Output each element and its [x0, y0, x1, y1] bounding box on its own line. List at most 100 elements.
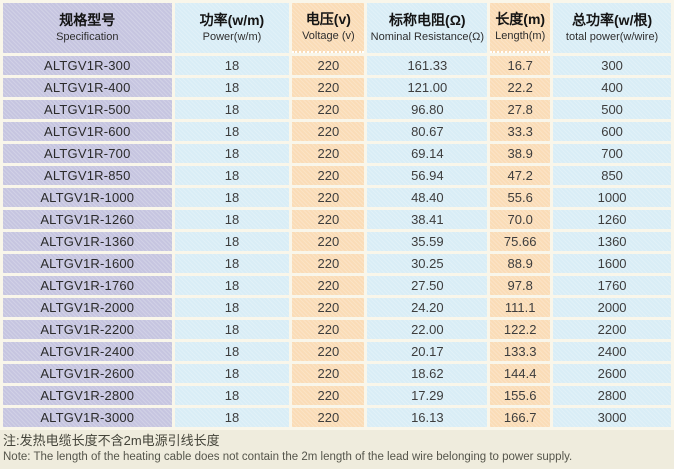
cell-resistance: 69.14 — [367, 144, 488, 163]
cell-total-power: 3000 — [553, 408, 671, 427]
cell-power: 18 — [174, 254, 290, 273]
cell-power: 18 — [174, 386, 290, 405]
column-header-en: Specification — [56, 31, 119, 43]
cell-resistance: 161.33 — [367, 56, 488, 75]
cell-length: 111.1 — [490, 298, 551, 317]
cell-power: 18 — [174, 122, 290, 141]
cell-voltage: 220 — [292, 56, 365, 75]
cell-total-power: 850 — [553, 166, 671, 185]
note-chinese: 注:发热电缆长度不含2m电源引线长度 — [3, 433, 220, 448]
cell-specification: ALTGV1R-300 — [3, 56, 172, 75]
column-header-zh: 长度(m) — [495, 11, 546, 27]
column-header-zh: 标称电阻(Ω) — [389, 12, 466, 28]
cell-resistance: 16.13 — [367, 408, 488, 427]
cell-specification: ALTGV1R-1260 — [3, 210, 172, 229]
cell-voltage: 220 — [292, 408, 365, 427]
cell-resistance: 96.80 — [367, 100, 488, 119]
cell-power: 18 — [174, 100, 290, 119]
cell-resistance: 30.25 — [367, 254, 488, 273]
cell-voltage: 220 — [292, 364, 365, 383]
table-row: ALTGV1R-1000 18 220 48.40 55.6 1000 — [3, 188, 671, 207]
cell-resistance: 27.50 — [367, 276, 488, 295]
cell-length: 22.2 — [490, 78, 551, 97]
cell-total-power: 600 — [553, 122, 671, 141]
table-row: ALTGV1R-3000 18 220 16.13 166.7 3000 — [3, 408, 671, 427]
cell-total-power: 2000 — [553, 298, 671, 317]
cell-voltage: 220 — [292, 144, 365, 163]
cell-total-power: 1000 — [553, 188, 671, 207]
column-header-en: Power(w/m) — [202, 31, 262, 43]
table-row: ALTGV1R-700 18 220 69.14 38.9 700 — [3, 144, 671, 163]
cell-specification: ALTGV1R-1600 — [3, 254, 172, 273]
cell-resistance: 35.59 — [367, 232, 488, 251]
cell-voltage: 220 — [292, 232, 365, 251]
column-header-zh: 总功率(w/根) — [572, 12, 653, 28]
table-row: ALTGV1R-2200 18 220 22.00 122.2 2200 — [3, 320, 671, 339]
cell-resistance: 20.17 — [367, 342, 488, 361]
column-header-en: Length(m) — [495, 30, 546, 42]
table-row: ALTGV1R-2800 18 220 17.29 155.6 2800 — [3, 386, 671, 405]
cell-voltage: 220 — [292, 188, 365, 207]
cell-power: 18 — [174, 276, 290, 295]
cell-resistance: 121.00 — [367, 78, 488, 97]
table-body: ALTGV1R-300 18 220 161.33 16.7 300 ALTGV… — [3, 56, 671, 427]
cell-voltage: 220 — [292, 386, 365, 405]
cell-specification: ALTGV1R-2400 — [3, 342, 172, 361]
cell-total-power: 2800 — [553, 386, 671, 405]
cell-length: 133.3 — [490, 342, 551, 361]
table-row: ALTGV1R-400 18 220 121.00 22.2 400 — [3, 78, 671, 97]
cell-resistance: 48.40 — [367, 188, 488, 207]
cell-specification: ALTGV1R-500 — [3, 100, 172, 119]
cell-voltage: 220 — [292, 166, 365, 185]
cell-length: 155.6 — [490, 386, 551, 405]
cell-power: 18 — [174, 408, 290, 427]
column-header-specification: 规格型号 Specification — [3, 3, 172, 53]
cell-power: 18 — [174, 232, 290, 251]
cell-specification: ALTGV1R-700 — [3, 144, 172, 163]
cell-specification: ALTGV1R-1000 — [3, 188, 172, 207]
column-header-length: 长度(m) Length(m) — [490, 3, 551, 53]
column-header-zh: 电压(v) — [305, 11, 351, 27]
cell-total-power: 2600 — [553, 364, 671, 383]
cell-total-power: 1760 — [553, 276, 671, 295]
cell-specification: ALTGV1R-2200 — [3, 320, 172, 339]
cell-length: 27.8 — [490, 100, 551, 119]
cell-voltage: 220 — [292, 100, 365, 119]
cell-resistance: 24.20 — [367, 298, 488, 317]
cell-length: 47.2 — [490, 166, 551, 185]
cell-voltage: 220 — [292, 320, 365, 339]
column-header-zh: 规格型号 — [59, 12, 116, 28]
table-row: ALTGV1R-2600 18 220 18.62 144.4 2600 — [3, 364, 671, 383]
cell-total-power: 2400 — [553, 342, 671, 361]
table-row: ALTGV1R-1260 18 220 38.41 70.0 1260 — [3, 210, 671, 229]
cell-power: 18 — [174, 56, 290, 75]
cell-length: 38.9 — [490, 144, 551, 163]
note-english: Note: The length of the heating cable do… — [3, 451, 573, 463]
cell-total-power: 500 — [553, 100, 671, 119]
cell-total-power: 1260 — [553, 210, 671, 229]
column-header-nominal-resistance: 标称电阻(Ω) Nominal Resistance(Ω) — [367, 3, 488, 53]
cell-power: 18 — [174, 298, 290, 317]
cell-specification: ALTGV1R-1360 — [3, 232, 172, 251]
specification-table: 规格型号 Specification 功率(w/m) Power(w/m) 电压… — [0, 0, 674, 430]
cell-total-power: 2200 — [553, 320, 671, 339]
cell-total-power: 300 — [553, 56, 671, 75]
cell-resistance: 56.94 — [367, 166, 488, 185]
column-header-en: Nominal Resistance(Ω) — [370, 31, 485, 43]
cell-length: 70.0 — [490, 210, 551, 229]
cell-power: 18 — [174, 78, 290, 97]
table-row: ALTGV1R-1760 18 220 27.50 97.8 1760 — [3, 276, 671, 295]
column-header-en: Voltage (v) — [302, 30, 355, 42]
cell-specification: ALTGV1R-3000 — [3, 408, 172, 427]
cell-total-power: 1600 — [553, 254, 671, 273]
cell-voltage: 220 — [292, 210, 365, 229]
cell-specification: ALTGV1R-2800 — [3, 386, 172, 405]
cell-length: 88.9 — [490, 254, 551, 273]
cell-total-power: 1360 — [553, 232, 671, 251]
column-header-voltage: 电压(v) Voltage (v) — [292, 3, 365, 53]
cell-voltage: 220 — [292, 122, 365, 141]
table-row: ALTGV1R-1600 18 220 30.25 88.9 1600 — [3, 254, 671, 273]
cell-total-power: 400 — [553, 78, 671, 97]
cell-length: 97.8 — [490, 276, 551, 295]
